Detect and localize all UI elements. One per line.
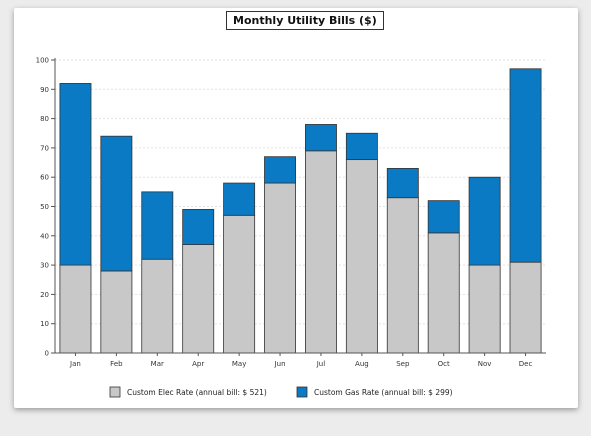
x-tick-label: Sep xyxy=(396,360,410,368)
y-tick-label: 90 xyxy=(40,86,49,94)
bar-elec-dec xyxy=(509,261,542,354)
x-tick-label: Apr xyxy=(192,360,204,368)
bar-gas-feb xyxy=(100,135,133,272)
legend-label-gas: Custom Gas Rate (annual bill: $ 299) xyxy=(314,388,453,397)
bar-gas-oct xyxy=(427,200,460,234)
y-tick-label: 0 xyxy=(45,350,49,358)
y-axis: 0 10 20 30 40 50 60 70 80 90 100 xyxy=(36,57,56,358)
x-tick-label: Aug xyxy=(355,360,369,368)
bar-gas-jul xyxy=(305,124,337,152)
x-tick-label: Jul xyxy=(316,360,326,368)
y-tick-label: 100 xyxy=(36,57,49,65)
bar-elec-apr xyxy=(182,244,215,354)
legend-swatch-elec xyxy=(109,386,121,398)
y-tick-label: 20 xyxy=(40,291,49,299)
x-tick-label: Mar xyxy=(151,360,164,368)
bar-elec-aug xyxy=(345,159,378,354)
grid-lines xyxy=(55,59,546,325)
bar-gas-apr xyxy=(182,209,215,245)
bar-elec-jun xyxy=(264,182,296,354)
y-tick-label: 60 xyxy=(40,174,49,182)
bar-gas-jan xyxy=(59,83,92,266)
bar-gas-may xyxy=(223,182,256,216)
bar-elec-jul xyxy=(305,150,337,354)
bar-elec-nov xyxy=(468,264,501,354)
bar-elec-sep xyxy=(386,197,419,354)
legend-label-elec: Custom Elec Rate (annual bill: $ 521) xyxy=(127,388,267,397)
bar-gas-mar xyxy=(141,191,174,260)
legend-swatch-gas xyxy=(296,386,308,398)
bar-elec-jan xyxy=(59,264,92,354)
y-tick-label: 30 xyxy=(40,262,49,270)
x-axis: Jan Feb Mar Apr May Jun Jul Aug Sep Oct Nov Dec xyxy=(55,352,546,368)
bar-gas-jun xyxy=(264,156,296,184)
x-tick-label: Dec xyxy=(519,360,533,368)
bar-gas-nov xyxy=(468,176,501,266)
x-tick-label: Jun xyxy=(274,360,286,368)
x-tick-label: Nov xyxy=(478,360,492,368)
bars xyxy=(59,68,542,354)
y-tick-label: 80 xyxy=(40,115,49,123)
bar-elec-oct xyxy=(427,232,460,354)
bar-elec-may xyxy=(223,214,256,354)
bar-gas-dec xyxy=(509,68,542,263)
x-tick-label: Feb xyxy=(110,360,123,368)
bar-gas-sep xyxy=(386,168,419,199)
x-tick-label: May xyxy=(232,360,246,368)
bar-elec-feb xyxy=(100,270,133,354)
legend: Custom Elec Rate (annual bill: $ 521) Cus… xyxy=(109,386,453,398)
bar-gas-aug xyxy=(345,132,378,161)
x-tick-label: Oct xyxy=(438,360,450,368)
y-tick-label: 10 xyxy=(40,320,49,328)
bar-elec-mar xyxy=(141,258,174,354)
y-tick-label: 70 xyxy=(40,144,49,152)
y-tick-label: 40 xyxy=(40,232,49,240)
chart-title: Monthly Utility Bills ($) xyxy=(226,11,384,30)
x-tick-label: Jan xyxy=(69,360,81,368)
y-tick-label: 50 xyxy=(40,203,49,211)
